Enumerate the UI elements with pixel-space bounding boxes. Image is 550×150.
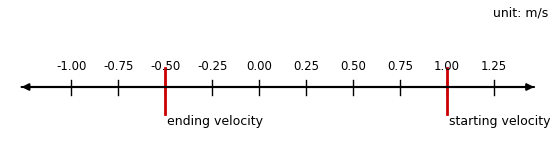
Text: ending velocity: ending velocity <box>167 116 263 129</box>
Text: -0.50: -0.50 <box>150 60 180 74</box>
Text: unit: m/s: unit: m/s <box>493 6 548 19</box>
Text: -0.75: -0.75 <box>103 60 134 74</box>
Text: -0.25: -0.25 <box>197 60 227 74</box>
Text: 0.25: 0.25 <box>293 60 319 74</box>
Text: 1.00: 1.00 <box>434 60 460 74</box>
Text: 0.00: 0.00 <box>246 60 272 74</box>
Text: 0.50: 0.50 <box>340 60 366 74</box>
Text: 1.25: 1.25 <box>481 60 507 74</box>
Text: 0.75: 0.75 <box>387 60 413 74</box>
Text: starting velocity: starting velocity <box>449 116 550 129</box>
Text: -1.00: -1.00 <box>56 60 86 74</box>
